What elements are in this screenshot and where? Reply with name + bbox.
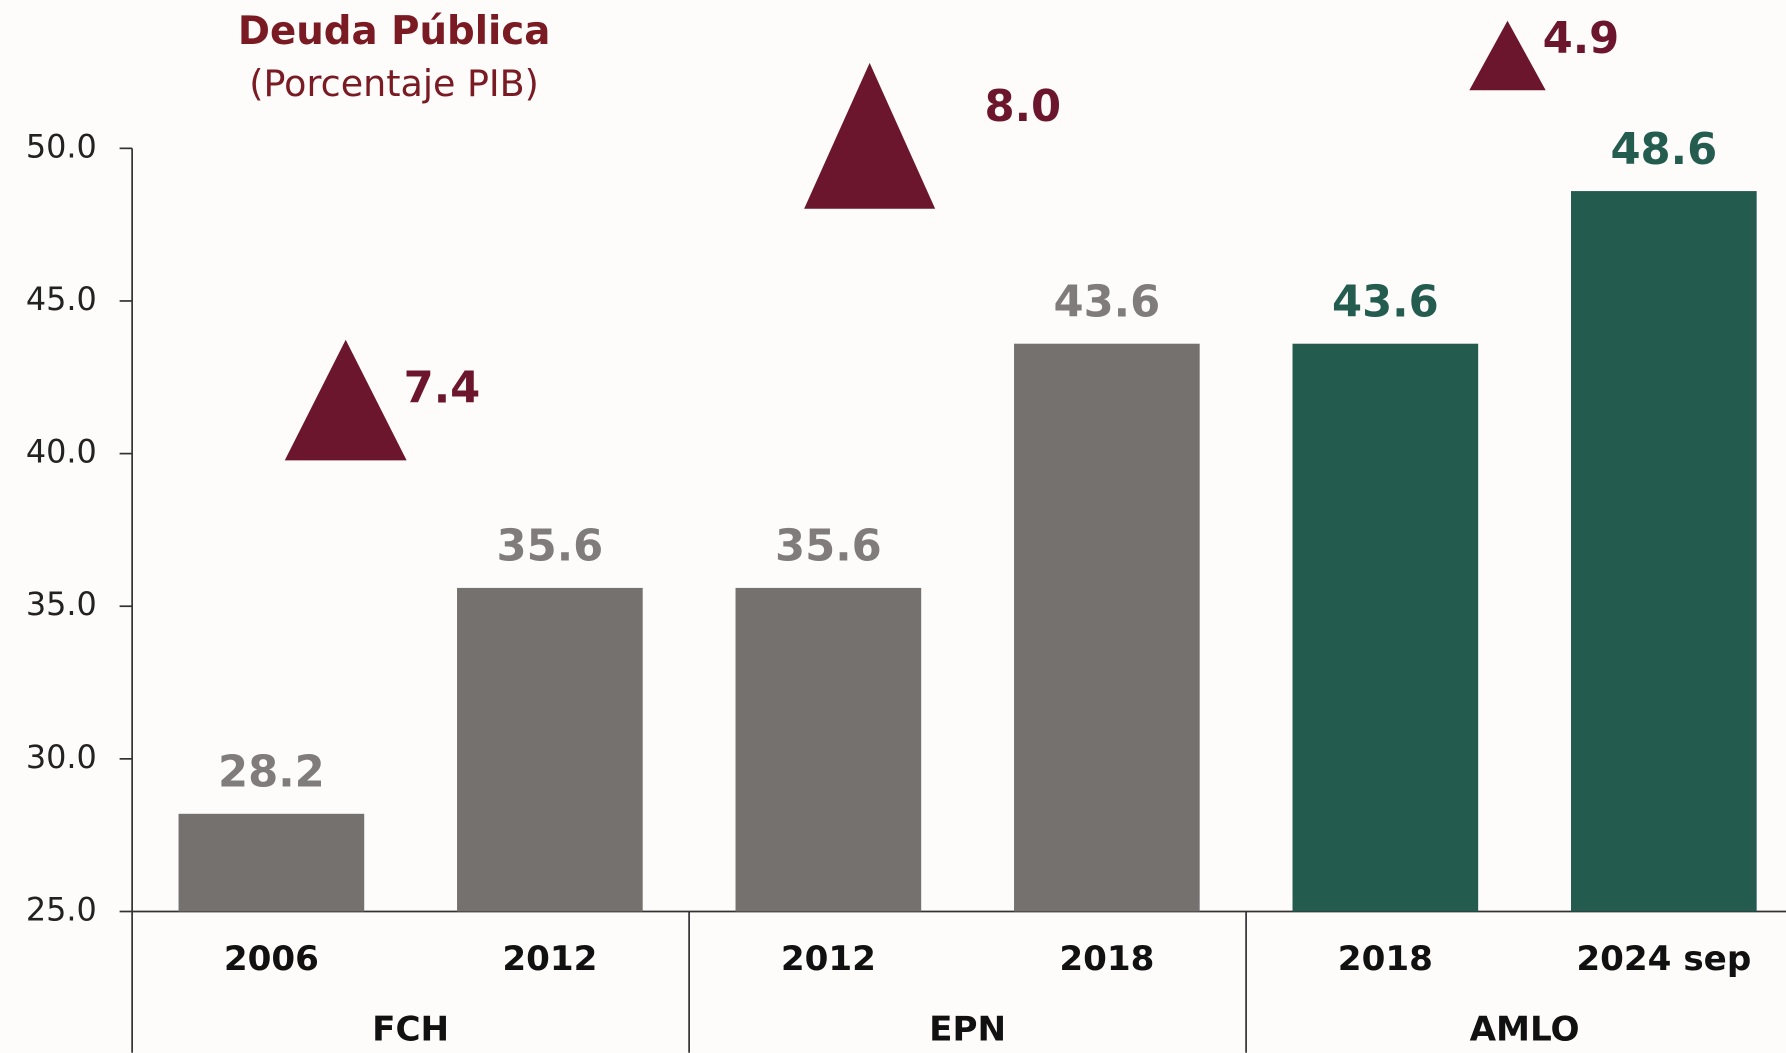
increase-triangle (1469, 20, 1546, 91)
value-label: 28.2 (218, 748, 325, 798)
chart-subtitle: (Porcentaje PIB) (249, 62, 539, 105)
increase-triangle (804, 62, 936, 209)
value-label: 48.6 (1610, 125, 1717, 175)
value-label: 35.6 (496, 522, 603, 572)
y-tick-label: 25.0 (26, 890, 97, 928)
increase-label: 7.4 (404, 363, 481, 413)
y-tick-label: 50.0 (26, 127, 97, 165)
y-tick-label: 30.0 (26, 738, 97, 776)
group-label: FCH (372, 1010, 449, 1050)
group-label: EPN (929, 1010, 1006, 1050)
bar (457, 587, 643, 912)
y-tick-label: 35.0 (26, 585, 97, 623)
bar (1571, 191, 1757, 912)
increase-label: 8.0 (985, 82, 1062, 132)
y-tick-label: 45.0 (26, 280, 97, 318)
value-label: 43.6 (1053, 277, 1160, 327)
value-label: 43.6 (1332, 277, 1439, 327)
x-tick-label: 2018 (1059, 939, 1154, 979)
x-tick-label: 2006 (224, 939, 319, 979)
x-tick-label: 2012 (502, 939, 597, 979)
increase-triangle (284, 339, 407, 461)
x-tick-label: 2012 (781, 939, 876, 979)
bar (1292, 343, 1479, 912)
group-label: AMLO (1470, 1010, 1580, 1050)
bar (735, 587, 922, 912)
increase-label: 4.9 (1543, 14, 1620, 64)
bar (178, 813, 365, 912)
x-tick-label: 2024 sep (1576, 939, 1751, 979)
chart-title: Deuda Pública (238, 9, 551, 54)
bar (1014, 343, 1200, 912)
y-tick-label: 40.0 (26, 433, 97, 471)
x-tick-label: 2018 (1338, 939, 1433, 979)
value-label: 35.6 (775, 522, 882, 572)
